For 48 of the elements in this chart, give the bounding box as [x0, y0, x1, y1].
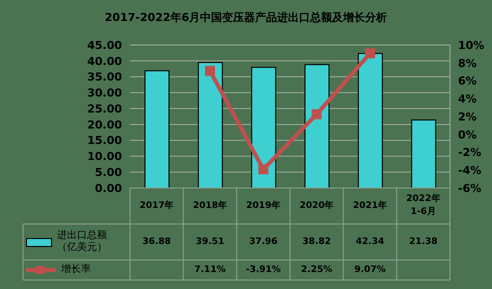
y-tick-label: 40.00 — [87, 54, 122, 68]
point — [258, 164, 268, 174]
legend-label: 增长率 — [61, 264, 92, 276]
y-tick-label: 0.00 — [94, 182, 122, 195]
bar — [251, 66, 276, 188]
y-tick-label: 20.00 — [87, 118, 122, 132]
x-tick-label: 2022年 1-6月 — [405, 192, 442, 219]
x-tick-label: 2018年 — [192, 200, 228, 212]
data-label: 9.07% — [353, 264, 387, 277]
y2-tick-label: 8% — [458, 56, 477, 70]
x-tick-label: 2017年 — [138, 200, 175, 212]
y-tick-label: 35.00 — [87, 70, 122, 84]
data-label: 38.82 — [301, 236, 332, 249]
y-tick-label: 5.00 — [94, 166, 122, 180]
data-label: 42.34 — [354, 236, 386, 249]
y-tick-label: 30.00 — [87, 86, 122, 100]
y2-tick-label: 10% — [458, 38, 484, 52]
x-tick-label: 2021年 — [352, 200, 388, 212]
bar — [304, 64, 330, 188]
bar — [411, 120, 436, 188]
data-label: 7.11% — [193, 264, 227, 277]
y2-tick-label: -6% — [458, 182, 482, 195]
y-tick-label: 10.00 — [87, 150, 122, 164]
y-tick-label: 25.00 — [87, 102, 122, 116]
y2-tick-label: -2% — [458, 146, 482, 160]
point — [312, 109, 322, 120]
bar — [358, 52, 383, 188]
bar — [198, 62, 223, 188]
x-tick-label: 2020年 — [298, 200, 335, 212]
data-label: 39.51 — [194, 236, 226, 249]
data-label: 37.96 — [248, 236, 279, 249]
y-tick-label: 45.00 — [87, 38, 122, 52]
y2-tick-label: 2% — [458, 110, 477, 124]
legend-label: 进出口总额（亿美元） — [57, 230, 108, 254]
y2-tick-label: 4% — [458, 92, 477, 106]
data-label: 21.38 — [408, 236, 439, 249]
y2-tick-label: -4% — [458, 164, 482, 178]
data-label: 2.25% — [300, 264, 334, 277]
y2-tick-label: 0% — [458, 128, 477, 142]
y-tick-label: 15.00 — [87, 134, 122, 148]
point — [365, 48, 375, 58]
chart-title: 2017-2022年6月中国变压器产品进出口总额及增长分析 — [104, 10, 388, 25]
point — [205, 66, 215, 76]
y2-tick-label: 6% — [458, 74, 477, 88]
bar — [144, 70, 170, 188]
data-label: -3.91% — [244, 264, 282, 277]
x-tick-label: 2019年 — [245, 200, 282, 212]
data-label: 36.88 — [141, 236, 172, 249]
